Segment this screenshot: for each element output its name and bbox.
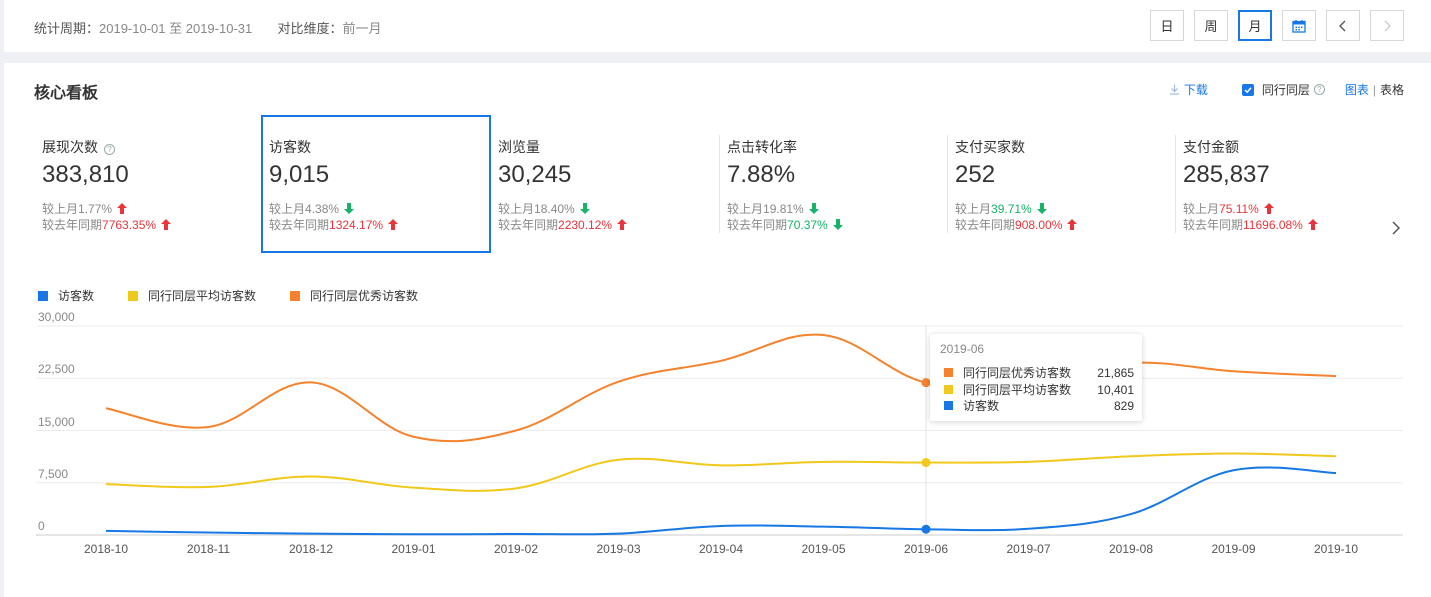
peer-checkbox[interactable]	[1241, 83, 1254, 96]
metric-yoy: 较去年同期1324.17%	[269, 216, 399, 233]
day-button[interactable]: 日	[1150, 10, 1184, 41]
period-buttons: 日 周 月	[1140, 10, 1404, 41]
metric-card[interactable]: 支付买家数 252 较上月39.71% 较去年同期908.00%	[947, 115, 1175, 253]
month-button[interactable]: 月	[1238, 10, 1272, 41]
divider	[947, 135, 948, 233]
peer-checkbox-label: 同行同层	[1261, 83, 1310, 97]
compare-value: 前一月	[342, 21, 382, 36]
tooltip-row: 访客数 829	[944, 397, 1134, 414]
metric-value: 383,810	[42, 161, 129, 188]
arrow-up-icon	[1067, 219, 1078, 230]
metric-value: 285,837	[1183, 161, 1270, 188]
chart-legend: 访客数 同行同层平均访客数 同行同层优秀访客数	[38, 287, 452, 304]
next-period-button[interactable]	[1370, 10, 1404, 41]
arrow-down-icon	[832, 219, 843, 230]
chevron-right-icon[interactable]	[1391, 220, 1401, 236]
arrow-up-icon	[117, 203, 128, 214]
metric-mom: 较上月1.77%	[42, 200, 128, 217]
arrow-down-icon	[344, 203, 355, 214]
arrow-up-icon	[388, 219, 399, 230]
view-separator: |	[1372, 82, 1376, 97]
tooltip-title: 2019-06	[940, 342, 985, 356]
metric-mom: 较上月4.38%	[269, 200, 355, 217]
metric-mom: 较上月39.71%	[955, 200, 1048, 217]
divider	[719, 135, 720, 233]
legend-item[interactable]: 同行同层优秀访客数	[290, 287, 418, 304]
legend-item[interactable]: 同行同层平均访客数	[128, 287, 256, 304]
checkmark-icon	[1244, 86, 1252, 93]
help-icon[interactable]: ?	[1313, 84, 1325, 95]
help-icon[interactable]: ?	[104, 144, 115, 155]
panel-tools: 下载 同行同层 ? 图表 | 表格	[1169, 81, 1404, 98]
metric-value: 7.88%	[727, 161, 796, 188]
chart-tooltip: 2019-06 同行同层优秀访客数 21,865 同行同层平均访客数 10,401 …	[930, 334, 1142, 421]
calendar-button[interactable]	[1282, 10, 1316, 41]
metric-mom: 较上月19.81%	[727, 200, 820, 217]
top-bar: 统计周期：2019-10-01 至 2019-10-31 对比维度：前一月 日 …	[4, 0, 1431, 52]
metric-yoy: 较去年同期908.00%	[955, 216, 1078, 233]
panel-title: 核心看板	[34, 85, 99, 102]
divider	[1175, 135, 1176, 233]
view-chart-tab[interactable]: 图表	[1344, 83, 1369, 97]
metric-label: 点击转化率	[727, 139, 797, 155]
period-label: 统计周期：	[34, 21, 100, 36]
metric-yoy: 较去年同期70.37%	[727, 216, 844, 233]
core-dashboard-panel: 核心看板 下载 同行同层 ? 图表 | 表格 展现次数? 383,810 较上月…	[4, 63, 1431, 597]
period-value: 2019-10-01 至 2019-10-31	[99, 21, 253, 36]
tooltip-row: 同行同层平均访客数 10,401	[944, 381, 1134, 398]
metric-label: 支付买家数	[955, 139, 1025, 155]
metric-yoy: 较去年同期11696.08%	[1183, 216, 1319, 233]
metric-label: 访客数	[269, 139, 311, 155]
week-button[interactable]: 周	[1194, 10, 1228, 41]
metric-value: 30,245	[498, 161, 572, 188]
metric-yoy: 较去年同期2230.12%	[498, 216, 628, 233]
view-table-tab[interactable]: 表格	[1379, 83, 1404, 97]
chevron-right-icon	[1384, 20, 1391, 31]
download-link[interactable]: 下载	[1169, 81, 1208, 98]
metric-card-selected[interactable]: 访客数 9,015 较上月4.38% 较去年同期1324.17%	[261, 115, 491, 253]
compare-label: 对比维度：	[277, 21, 343, 36]
metric-card[interactable]: 支付金额 285,837 较上月75.11% 较去年同期11696.08%	[1175, 115, 1403, 253]
download-icon	[1169, 84, 1179, 95]
metric-label: 展现次数?	[42, 137, 115, 157]
period-info: 统计周期：2019-10-01 至 2019-10-31 对比维度：前一月	[34, 18, 382, 37]
arrow-down-icon	[1036, 203, 1047, 214]
arrow-up-icon	[617, 219, 628, 230]
metric-card[interactable]: 点击转化率 7.88% 较上月19.81% 较去年同期70.37%	[719, 115, 947, 253]
prev-period-button[interactable]	[1326, 10, 1360, 41]
metric-mom: 较上月18.40%	[498, 200, 591, 217]
legend-item[interactable]: 访客数	[38, 287, 94, 304]
metric-label: 浏览量	[498, 139, 540, 155]
tooltip-row: 同行同层优秀访客数 21,865	[944, 364, 1134, 381]
arrow-down-icon	[579, 203, 590, 214]
arrow-up-icon	[1263, 203, 1274, 214]
chevron-left-icon	[1339, 20, 1346, 31]
metric-card[interactable]: 展现次数? 383,810 较上月1.77% 较去年同期7763.35%	[34, 115, 262, 253]
arrow-up-icon	[1307, 219, 1318, 230]
calendar-icon	[1292, 19, 1306, 33]
arrow-down-icon	[808, 203, 819, 214]
metric-mom: 较上月75.11%	[1183, 200, 1275, 217]
metric-value: 9,015	[269, 161, 330, 188]
download-label: 下载	[1183, 83, 1208, 97]
metric-card[interactable]: 浏览量 30,245 较上月18.40% 较去年同期2230.12%	[492, 115, 720, 253]
arrow-up-icon	[161, 219, 172, 230]
metric-label: 支付金额	[1183, 139, 1239, 155]
metric-value: 252	[955, 161, 996, 188]
metric-cards: 展现次数? 383,810 较上月1.77% 较去年同期7763.35% 访客数…	[34, 115, 1409, 253]
metric-yoy: 较去年同期7763.35%	[42, 216, 172, 233]
